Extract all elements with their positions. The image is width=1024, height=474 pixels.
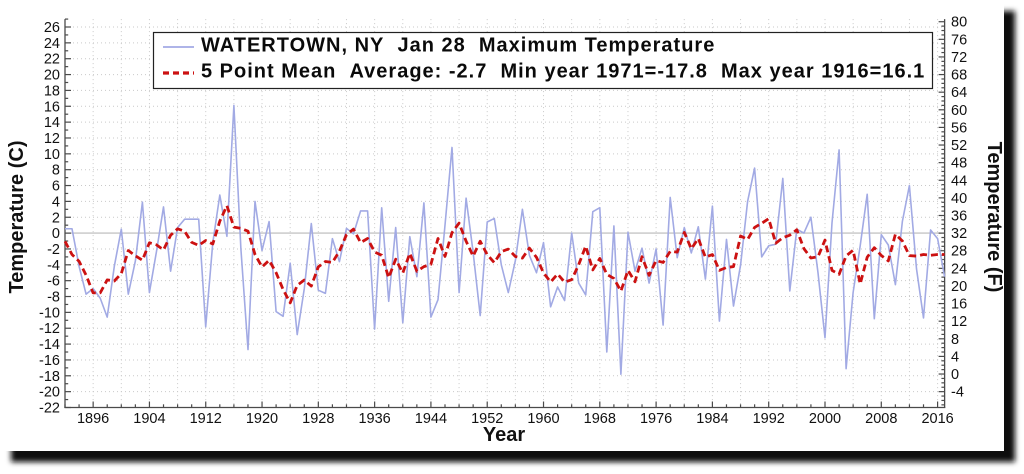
svg-text:1944: 1944	[415, 411, 447, 427]
svg-text:12: 12	[44, 131, 60, 147]
svg-text:1984: 1984	[696, 411, 728, 427]
svg-text:80: 80	[951, 15, 967, 31]
svg-text:10: 10	[44, 147, 60, 163]
svg-text:1928: 1928	[302, 411, 334, 427]
svg-text:14: 14	[44, 115, 60, 131]
svg-text:8: 8	[52, 163, 60, 179]
svg-text:-6: -6	[47, 274, 60, 290]
svg-text:4: 4	[52, 194, 60, 210]
svg-text:4: 4	[951, 349, 959, 365]
svg-text:20: 20	[951, 279, 967, 295]
svg-text:56: 56	[951, 120, 967, 136]
svg-text:-16: -16	[39, 353, 60, 369]
svg-text:1920: 1920	[246, 411, 278, 427]
svg-text:-22: -22	[39, 401, 60, 417]
svg-text:8: 8	[951, 332, 959, 348]
svg-text:18: 18	[44, 83, 60, 99]
svg-text:0: 0	[951, 367, 959, 383]
svg-text:1912: 1912	[190, 411, 222, 427]
svg-text:48: 48	[951, 156, 967, 172]
svg-text:Temperature (C): Temperature (C)	[6, 141, 28, 294]
svg-text:76: 76	[951, 32, 967, 48]
svg-text:-12: -12	[39, 321, 60, 337]
svg-text:12: 12	[951, 314, 967, 330]
svg-text:-14: -14	[39, 337, 60, 353]
svg-text:6: 6	[52, 179, 60, 195]
svg-text:1952: 1952	[471, 411, 503, 427]
svg-text:68: 68	[951, 68, 967, 84]
svg-text:24: 24	[44, 36, 60, 52]
svg-text:0: 0	[52, 226, 60, 242]
svg-text:2000: 2000	[809, 411, 841, 427]
svg-text:1936: 1936	[358, 411, 390, 427]
svg-text:1968: 1968	[584, 411, 616, 427]
svg-text:WATERTOWN, NY Jan 28 Maximum: WATERTOWN, NY Jan 28 Maximum Temperature	[201, 35, 715, 57]
svg-text:44: 44	[951, 173, 967, 189]
svg-text:52: 52	[951, 138, 967, 154]
svg-text:60: 60	[951, 103, 967, 119]
svg-text:2016: 2016	[921, 411, 953, 427]
svg-text:1896: 1896	[77, 411, 109, 427]
svg-text:2: 2	[52, 210, 60, 226]
svg-text:-10: -10	[39, 305, 60, 321]
svg-text:36: 36	[951, 209, 967, 225]
svg-text:-8: -8	[47, 290, 60, 306]
svg-text:-18: -18	[39, 369, 60, 385]
svg-text:28: 28	[951, 244, 967, 260]
svg-text:16: 16	[44, 99, 60, 115]
svg-text:40: 40	[951, 191, 967, 207]
svg-text:-4: -4	[951, 385, 964, 401]
svg-text:1904: 1904	[133, 411, 165, 427]
svg-text:5 Point Mean Average: -2.7 M: 5 Point Mean Average: -2.7 Min year 1971…	[201, 61, 925, 83]
svg-text:-20: -20	[39, 385, 60, 401]
svg-text:32: 32	[951, 226, 967, 242]
svg-text:64: 64	[951, 85, 967, 101]
svg-text:20: 20	[44, 68, 60, 84]
svg-text:2008: 2008	[865, 411, 897, 427]
svg-text:16: 16	[951, 297, 967, 313]
svg-text:22: 22	[44, 52, 60, 68]
svg-text:Year: Year	[483, 424, 525, 446]
svg-text:26: 26	[44, 20, 60, 36]
svg-text:24: 24	[951, 261, 967, 277]
svg-text:Temperature (F): Temperature (F)	[983, 142, 1005, 293]
svg-text:72: 72	[951, 50, 967, 66]
svg-text:1992: 1992	[753, 411, 785, 427]
svg-text:1960: 1960	[527, 411, 559, 427]
svg-text:-4: -4	[47, 258, 60, 274]
svg-text:-2: -2	[47, 242, 60, 258]
svg-text:1976: 1976	[640, 411, 672, 427]
